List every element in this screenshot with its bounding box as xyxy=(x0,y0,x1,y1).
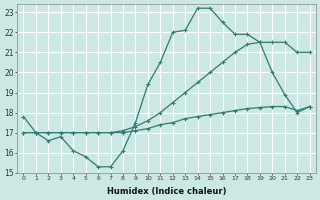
X-axis label: Humidex (Indice chaleur): Humidex (Indice chaleur) xyxy=(107,187,226,196)
